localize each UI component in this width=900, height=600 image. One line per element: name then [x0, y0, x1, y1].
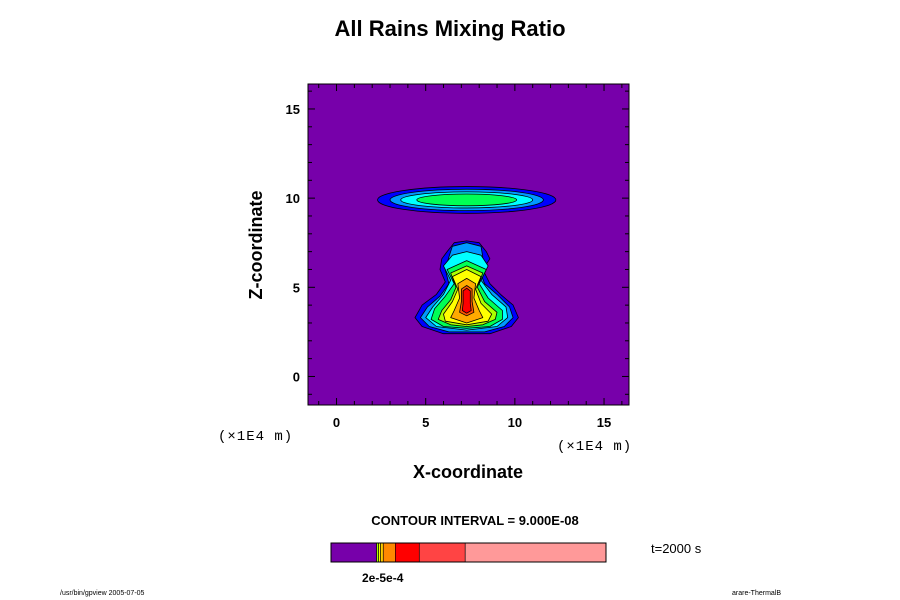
colorbar-segment-6	[395, 542, 420, 563]
y-tick-label: 0	[293, 369, 300, 384]
colorbar-tick-label: 2e-5e-4	[362, 571, 404, 585]
chart-title: All Rains Mixing Ratio	[334, 16, 566, 41]
z-unit-label: (×1E4 m)	[218, 429, 293, 445]
contour-interval-label: CONTOUR INTERVAL = 9.000E-08	[371, 513, 579, 528]
colorbar-segment-5	[382, 542, 396, 563]
contour-feature-2	[414, 240, 519, 335]
colorbar-segment-7	[418, 542, 466, 563]
colorbar-segment-8	[464, 542, 607, 563]
axis-ticks	[308, 84, 629, 405]
time-label: t=2000 s	[651, 541, 702, 556]
y-axis-label: Z-coordinate	[246, 190, 266, 299]
colorbar-segment-4	[380, 542, 384, 563]
y-tick-label: 10	[286, 191, 300, 206]
colorbar	[330, 542, 607, 563]
x-tick-label: 15	[597, 415, 611, 430]
axis-tick-labels: 0 5 10 15 0 5 10 15	[286, 102, 612, 430]
footer-command: /usr/bin/gpview 2005-07-05	[60, 590, 145, 597]
plot-frame	[307, 83, 630, 406]
y-tick-label: 15	[286, 102, 300, 117]
x-axis-label: X-coordinate	[413, 462, 523, 482]
colorbar-segment-1	[330, 542, 377, 563]
plot-area	[307, 83, 630, 406]
x-tick-label: 5	[422, 415, 429, 430]
colorbar-frame	[330, 542, 607, 563]
footer-source: arare-ThermalB	[732, 590, 782, 597]
x-tick-label: 0	[333, 415, 340, 430]
contour-feature-1	[377, 186, 557, 214]
contour-level-1-4	[416, 193, 518, 207]
y-tick-label: 5	[293, 280, 300, 295]
x-unit-label: (×1E4 m)	[557, 439, 632, 455]
x-tick-label: 10	[508, 415, 522, 430]
contour-layer	[377, 186, 557, 335]
contour-level-2-9	[461, 287, 472, 314]
